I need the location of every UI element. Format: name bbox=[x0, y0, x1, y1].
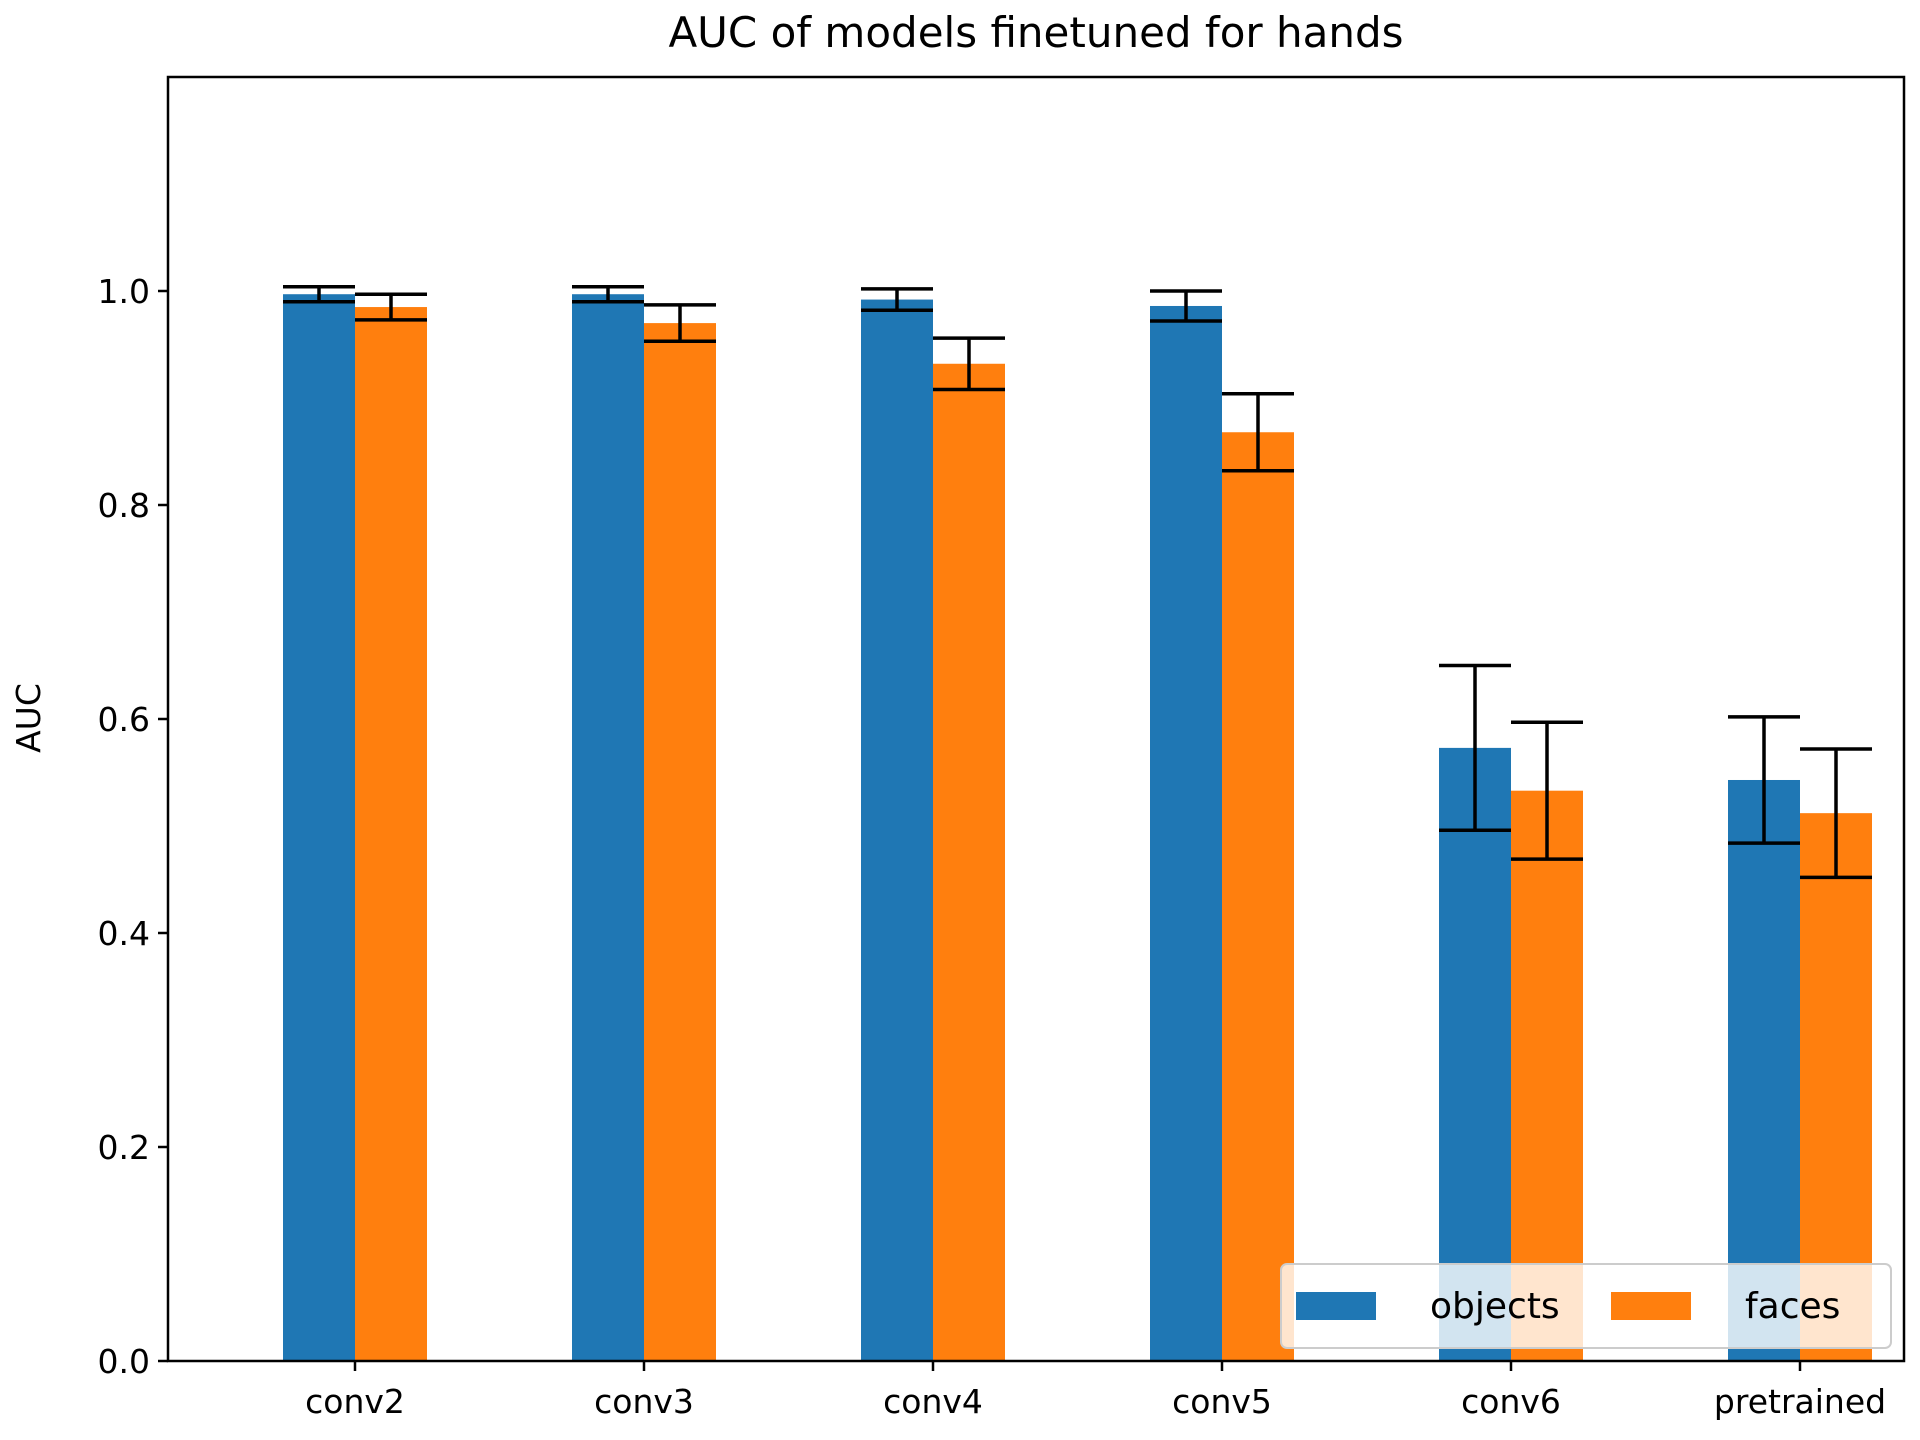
error-bars-layer bbox=[283, 284, 1872, 880]
bar-objects-conv2 bbox=[283, 294, 355, 1362]
chart-title: AUC of models finetuned for hands bbox=[668, 8, 1403, 57]
bar-objects-conv4 bbox=[861, 299, 933, 1361]
y-tick-label-0.2: 0.2 bbox=[98, 1128, 150, 1167]
error-bar-objects-conv4 bbox=[861, 287, 933, 313]
error-bar-objects-pretrained bbox=[1728, 715, 1800, 845]
legend-box bbox=[1280, 1263, 1892, 1349]
error-bar-objects-conv3 bbox=[572, 284, 644, 304]
y-axis-label: AUC bbox=[9, 683, 48, 753]
bar-objects-conv3 bbox=[572, 294, 644, 1362]
y-axis: 0.0 0.2 0.4 0.6 0.8 1.0 bbox=[98, 272, 168, 1381]
y-tick-label-0.0: 0.0 bbox=[98, 1342, 150, 1381]
bar-faces-conv3 bbox=[644, 323, 716, 1362]
x-axis: conv2 conv3 conv4 conv5 conv6 pretrained bbox=[305, 1361, 1886, 1421]
legend-label-faces: faces bbox=[1745, 1286, 1840, 1327]
y-tick-label-0.4: 0.4 bbox=[98, 914, 150, 953]
x-tick-label-conv6: conv6 bbox=[1461, 1382, 1561, 1421]
y-tick-label-1.0: 1.0 bbox=[98, 272, 150, 311]
legend-swatch-faces bbox=[1611, 1292, 1691, 1320]
bar-objects-conv5 bbox=[1150, 305, 1222, 1362]
bar-faces-conv5 bbox=[1222, 432, 1294, 1361]
bar-objects-conv6 bbox=[1439, 747, 1511, 1361]
plot-frame bbox=[166, 75, 1906, 1363]
error-bar-objects-conv5 bbox=[1150, 289, 1222, 323]
bar-faces-conv4 bbox=[933, 363, 1005, 1361]
legend-swatch-objects bbox=[1296, 1292, 1376, 1320]
y-tick-label-0.8: 0.8 bbox=[98, 486, 150, 525]
x-tick-label-conv2: conv2 bbox=[305, 1382, 405, 1421]
x-tick-label-conv3: conv3 bbox=[594, 1382, 694, 1421]
legend-label-objects: objects bbox=[1430, 1286, 1560, 1327]
x-tick-label-pretrained: pretrained bbox=[1714, 1382, 1886, 1421]
error-bar-faces-conv6 bbox=[1511, 720, 1583, 861]
x-tick-label-conv4: conv4 bbox=[883, 1382, 983, 1421]
error-bar-faces-pretrained bbox=[1800, 747, 1872, 880]
error-bar-faces-conv2 bbox=[355, 292, 427, 322]
error-bar-objects-conv2 bbox=[283, 284, 355, 304]
x-tick-label-conv5: conv5 bbox=[1172, 1382, 1272, 1421]
bars-layer bbox=[283, 294, 1872, 1362]
legend: objects faces bbox=[1280, 1263, 1892, 1349]
error-bar-faces-conv4 bbox=[933, 336, 1005, 392]
y-tick-label-0.6: 0.6 bbox=[98, 700, 150, 739]
error-bar-faces-conv3 bbox=[644, 303, 716, 344]
error-bar-objects-conv6 bbox=[1439, 663, 1511, 833]
error-bar-faces-conv5 bbox=[1222, 391, 1294, 473]
bar-faces-conv2 bbox=[355, 307, 427, 1361]
